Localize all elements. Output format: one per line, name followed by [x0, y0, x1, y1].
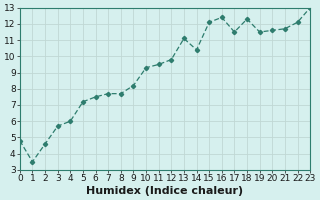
X-axis label: Humidex (Indice chaleur): Humidex (Indice chaleur)	[86, 186, 244, 196]
